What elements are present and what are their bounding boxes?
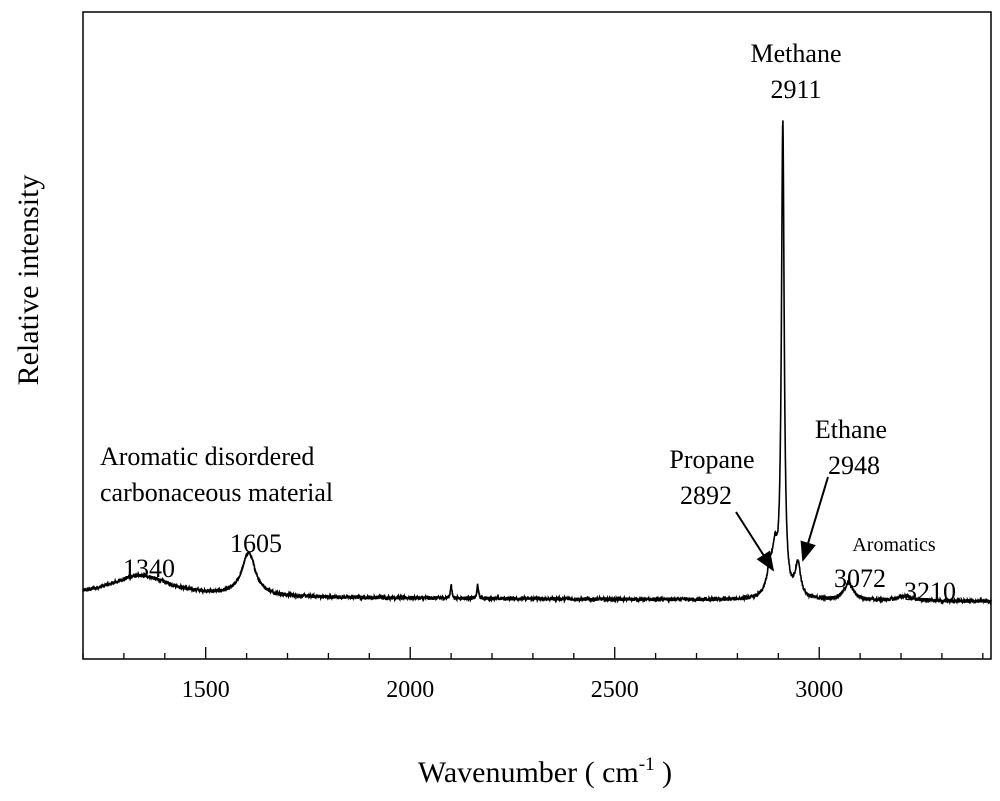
- x-tick-label: 2000: [386, 677, 434, 703]
- peak-annotation: 2948: [828, 451, 880, 480]
- peak-annotation: 3072: [834, 564, 886, 593]
- peak-annotation: 2892: [680, 481, 732, 510]
- x-axis-label: Wavenumber ( cm-1 ): [418, 754, 672, 789]
- x-tick-label: 3000: [795, 677, 843, 703]
- peak-annotation: Ethane: [815, 415, 887, 444]
- peak-annotation: 1340: [123, 554, 175, 583]
- peak-annotation: carbonaceous material: [100, 478, 333, 507]
- peak-annotation: 2911: [770, 75, 821, 104]
- x-tick-label: 2500: [591, 677, 639, 703]
- peak-annotation: 1605: [230, 529, 282, 558]
- annotation-arrow: [800, 476, 829, 562]
- peak-annotation: Methane: [751, 39, 842, 68]
- peak-annotation: Aromatics: [852, 534, 936, 556]
- plot-frame: [82, 11, 992, 660]
- annotation-arrow: [735, 511, 775, 572]
- peak-annotation: Propane: [669, 445, 754, 474]
- peak-annotation: 3210: [904, 577, 956, 606]
- peak-annotation: Aromatic disordered: [100, 442, 314, 471]
- x-axis-label-exponent: -1: [639, 754, 655, 775]
- x-tick-label: 1500: [182, 677, 230, 703]
- y-axis-label: Relative intensity: [12, 175, 45, 386]
- spectrum-line: [82, 120, 992, 606]
